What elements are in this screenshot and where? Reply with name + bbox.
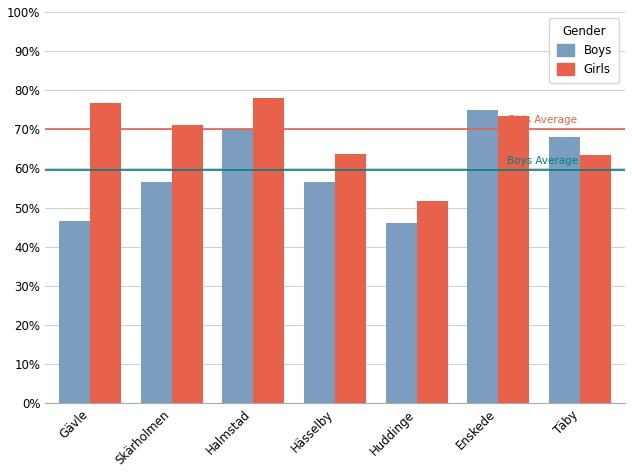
Bar	[386, 223, 416, 403]
Bar	[304, 182, 335, 403]
Bar	[90, 103, 121, 403]
Bar	[222, 129, 253, 403]
Bar	[549, 137, 580, 403]
Bar	[335, 154, 366, 403]
Bar	[59, 220, 90, 403]
Bar	[172, 126, 203, 403]
Bar	[468, 110, 499, 403]
Bar	[253, 98, 284, 403]
Text: Boys Average: Boys Average	[507, 156, 578, 166]
Text: Girls Average: Girls Average	[507, 115, 576, 125]
Legend: Boys, Girls: Boys, Girls	[549, 18, 619, 83]
Bar	[141, 182, 172, 403]
Bar	[580, 155, 611, 403]
Bar	[416, 201, 448, 403]
Bar	[499, 116, 530, 403]
